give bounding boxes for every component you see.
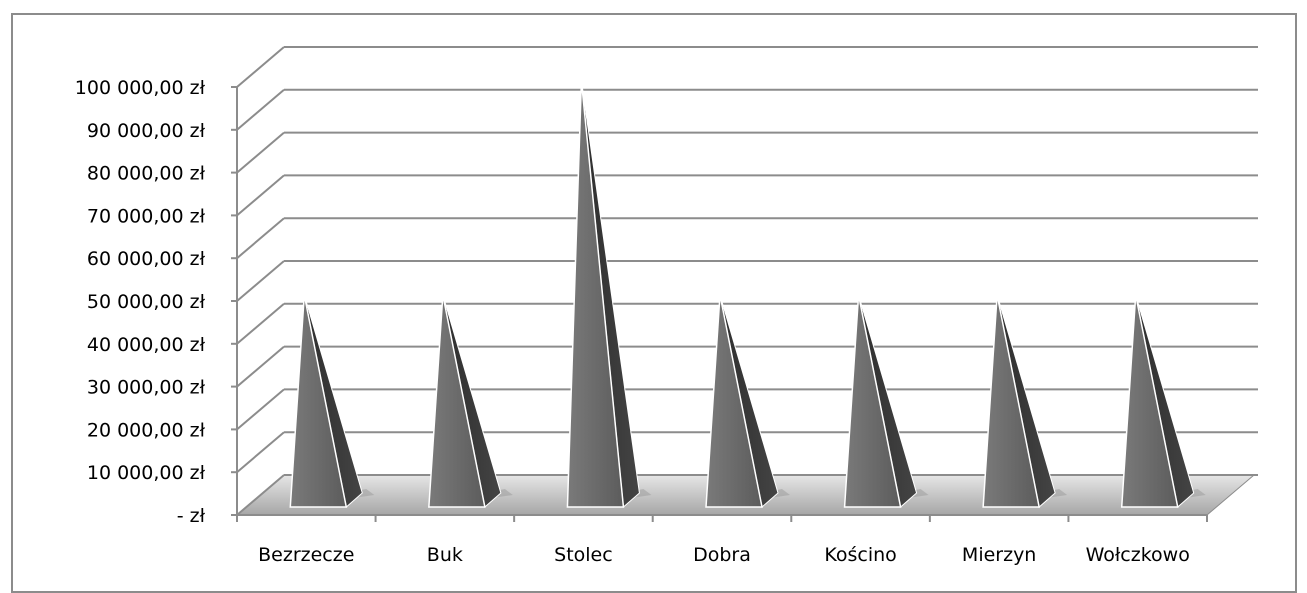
- y-tick-label: 100 000,00 zł: [75, 77, 206, 99]
- x-category-label: Kościno: [824, 544, 896, 566]
- pyramid-bar: [982, 293, 1068, 508]
- pyramid-apex-highlight: [577, 79, 586, 87]
- y-tick-label: 30 000,00 zł: [87, 377, 206, 399]
- x-category-label: Dobra: [693, 544, 751, 566]
- x-category-label: Buk: [427, 544, 463, 566]
- pyramid-front-face: [982, 294, 1041, 508]
- pyramid-bar: [1120, 293, 1206, 508]
- pyramid-apex-highlight: [300, 293, 309, 301]
- y-tick-label: 70 000,00 zł: [87, 205, 206, 227]
- bar-layer: [289, 79, 1206, 509]
- pyramid-apex-highlight: [993, 293, 1002, 301]
- y-tick-label: 10 000,00 zł: [87, 462, 206, 484]
- gridline-side: [236, 46, 285, 88]
- pyramid-front-face: [289, 294, 348, 508]
- gridline-side: [236, 217, 285, 259]
- gridline-side: [236, 431, 285, 473]
- y-tick-label: 80 000,00 zł: [87, 163, 206, 185]
- y-tick-label: 50 000,00 zł: [87, 291, 206, 313]
- pyramid-front-face: [566, 80, 625, 508]
- gridline-side: [236, 345, 285, 388]
- x-category-label: Bezrzecze: [258, 544, 354, 566]
- pyramid-bar: [843, 293, 929, 508]
- gridline-side: [236, 174, 285, 217]
- gridline-side: [236, 131, 285, 174]
- x-category-label: Mierzyn: [962, 544, 1036, 566]
- label-layer: - zł 10 000,00 zł 20 000,00 zł 30 000,00 zł…: [75, 77, 1190, 566]
- y-tick-label: 60 000,00 zł: [87, 248, 206, 270]
- y-tick-label: - zł: [177, 505, 206, 527]
- pyramid-bar: [428, 293, 513, 508]
- pyramid-bar: [705, 293, 790, 508]
- pyramid-apex-highlight: [438, 293, 447, 301]
- gridline-side: [236, 89, 285, 131]
- pyramid-bar: [566, 79, 652, 509]
- x-category-label: Wołczkowo: [1086, 544, 1190, 566]
- x-category-label: Stolec: [554, 544, 613, 566]
- y-tick-label: 40 000,00 zł: [87, 334, 206, 356]
- axis-layer: [231, 86, 1208, 522]
- gridline-side: [236, 303, 285, 345]
- pyramid-front-face: [428, 294, 486, 508]
- pyramid-front-face: [843, 294, 902, 508]
- y-tick-label: 90 000,00 zł: [87, 120, 206, 142]
- y-tick-label: 20 000,00 zł: [87, 419, 206, 441]
- pyramid-apex-highlight: [716, 293, 724, 301]
- pyramid-bar: [289, 293, 375, 508]
- gridline-side: [236, 474, 285, 516]
- pyramid-front-face: [1120, 294, 1179, 508]
- pyramid-front-face: [705, 294, 763, 508]
- gridline-side: [236, 388, 285, 431]
- pyramid-apex-highlight: [854, 293, 863, 301]
- pyramid-apex-highlight: [1131, 293, 1140, 301]
- gridline-side: [236, 260, 285, 302]
